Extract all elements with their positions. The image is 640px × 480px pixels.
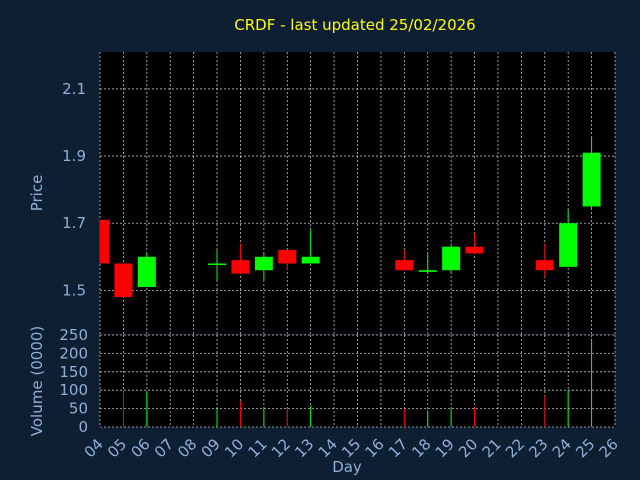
volume-tick-label: 0 — [78, 418, 88, 436]
price-tick-label: 1.7 — [62, 214, 86, 232]
x-tick-label: 16 — [362, 435, 388, 461]
candle-body — [442, 246, 461, 271]
x-tick-label: 25 — [572, 435, 598, 461]
volume-tick-label: 100 — [59, 381, 88, 399]
x-tick-label: 26 — [596, 435, 622, 461]
volume-tick-label: 50 — [69, 400, 88, 418]
x-tick-label: 09 — [198, 435, 224, 461]
volume-tick-label: 150 — [59, 363, 88, 381]
x-tick-label: 17 — [385, 435, 411, 461]
candle-body — [208, 263, 227, 265]
price-axis-label: Price — [28, 175, 46, 212]
x-tick-label: 19 — [432, 435, 458, 461]
candle-body — [535, 260, 554, 271]
x-tick-label: 07 — [151, 435, 177, 461]
x-tick-label: 06 — [127, 435, 153, 461]
x-tick-label: 05 — [104, 435, 130, 461]
candle-body — [559, 223, 578, 267]
candle-body — [395, 260, 414, 271]
volume-tick-label: 200 — [59, 344, 88, 362]
candles — [99, 135, 601, 298]
candle-body — [254, 256, 273, 271]
x-tick-label: 24 — [549, 435, 575, 461]
x-tick-label: 08 — [174, 435, 200, 461]
candle-body — [278, 250, 297, 264]
x-axis-label: Day — [332, 458, 362, 476]
x-tick-label: 10 — [221, 435, 247, 461]
volume-tick-label: 250 — [59, 326, 88, 344]
price-tick-label: 1.9 — [62, 147, 86, 165]
price-tick-label: 1.5 — [62, 281, 86, 299]
x-tick-label: 22 — [502, 435, 528, 461]
candle-body — [418, 270, 437, 272]
candle-body — [582, 152, 601, 207]
candle-body — [137, 256, 156, 287]
x-tick-label: 13 — [291, 435, 317, 461]
x-tick-label: 20 — [455, 435, 481, 461]
candle-body — [301, 256, 320, 264]
candle-body — [231, 260, 250, 274]
x-tick-label: 12 — [268, 435, 294, 461]
x-tick-label: 18 — [408, 435, 434, 461]
volume-axis-label: Volume (0000) — [28, 326, 46, 436]
volume-bars — [122, 338, 593, 427]
x-tick-label: 21 — [479, 435, 505, 461]
price-tick-label: 2.1 — [62, 80, 86, 98]
chart-title: CRDF - last updated 25/02/2026 — [234, 16, 475, 34]
x-tick-label: 11 — [244, 435, 270, 461]
candle-body — [465, 246, 484, 254]
x-tick-label: 04 — [81, 435, 107, 461]
x-tick-label: 23 — [525, 435, 551, 461]
candle-body — [100, 219, 109, 264]
candle-body — [114, 263, 133, 298]
